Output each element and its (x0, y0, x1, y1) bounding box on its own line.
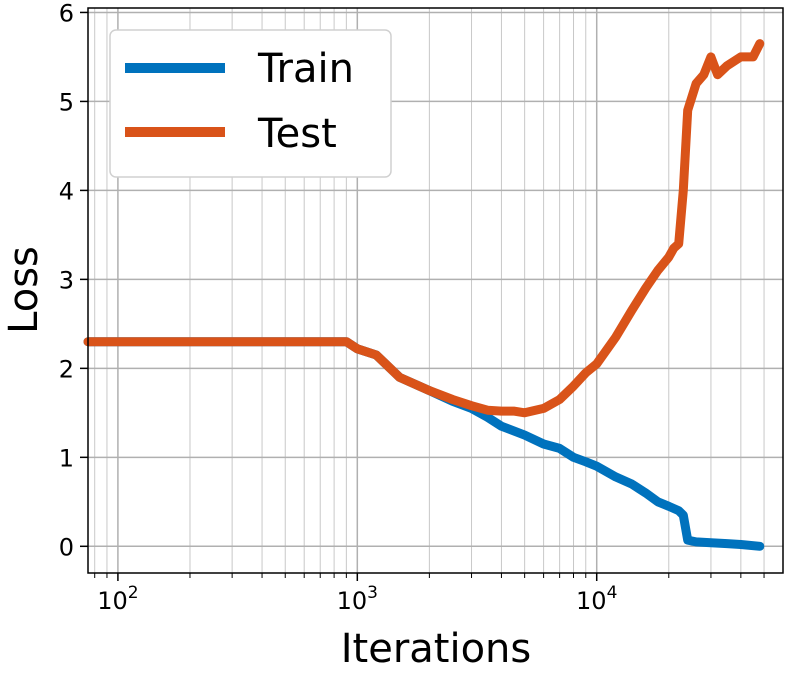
y-tick-label: 1 (59, 444, 74, 472)
y-tick-label: 2 (59, 355, 74, 383)
legend: Train Test (109, 29, 392, 178)
legend-label-test: Test (257, 111, 337, 157)
x-axis-ticks: 102 103 104 (97, 573, 617, 615)
x-axis-title: Iterations (341, 626, 532, 672)
x-tick-label: 104 (576, 583, 617, 615)
series-line-test (83, 39, 765, 418)
y-tick-label: 0 (59, 533, 74, 561)
x-tick-label: 103 (337, 583, 378, 615)
series-layer (83, 39, 765, 551)
series-line-train (83, 337, 765, 551)
y-axis-ticks: 0 1 2 3 4 5 6 (59, 0, 88, 561)
y-axis-title: Loss (1, 246, 47, 334)
y-tick-label: 3 (59, 266, 74, 294)
y-tick-label: 5 (59, 88, 74, 116)
plot-frame (87, 7, 784, 574)
x-tick-label: 102 (97, 583, 138, 615)
legend-label-train: Train (257, 46, 354, 92)
y-tick-label: 6 (59, 0, 74, 27)
y-tick-label: 4 (59, 177, 74, 205)
